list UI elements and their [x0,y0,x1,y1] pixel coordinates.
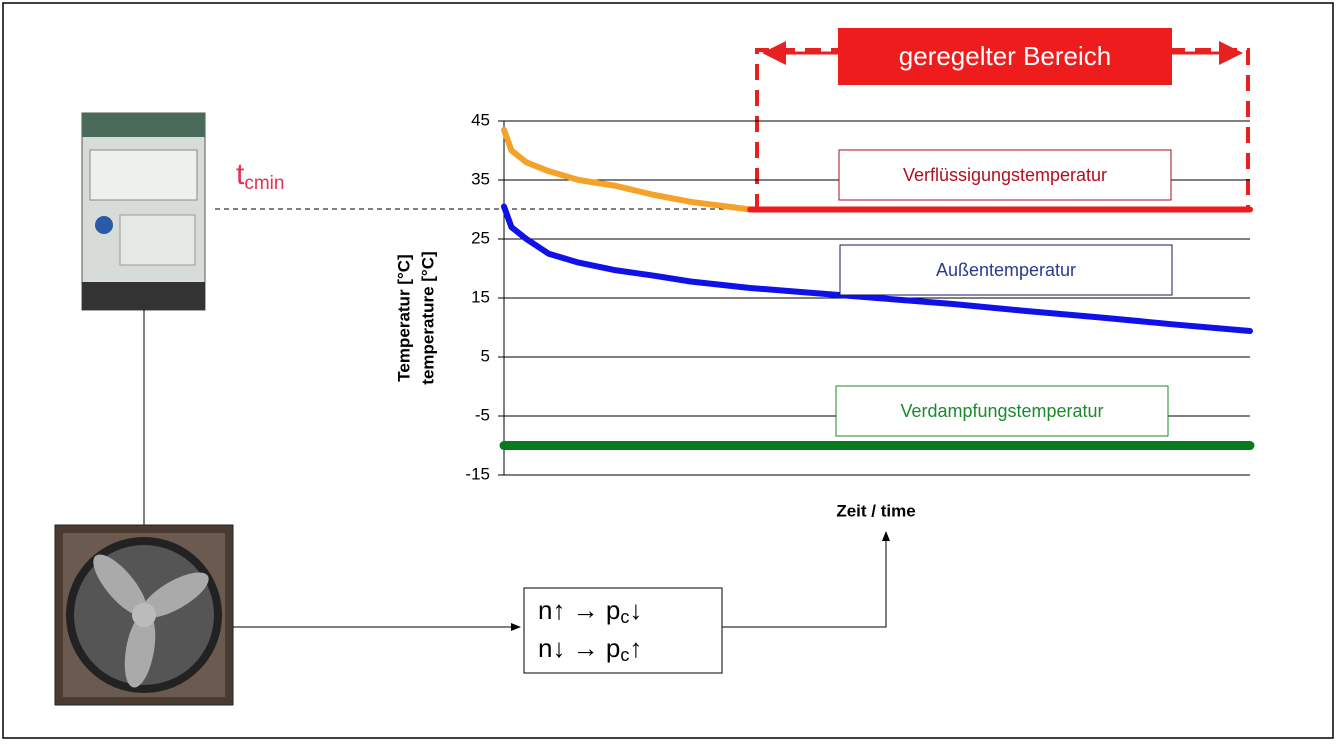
controller-image [82,113,205,310]
range-label: geregelter Bereich [899,41,1111,71]
y-tick-label: 15 [471,287,490,306]
diagram: tcmin geregelter Bereich 453525155-5-15T… [0,0,1337,742]
y-tick-label: -5 [475,405,490,424]
threshold-sub: cmin [244,173,284,194]
series-label: Verdampfungstemperatur [900,401,1103,421]
x-axis-label: Zeit / time [836,501,915,520]
fan-image [55,525,233,705]
formula-sub: c [620,607,629,627]
series-label: Verflüssigungstemperatur [903,165,1107,185]
formula-start: n↓ → p [538,633,620,663]
y-tick-label: 5 [481,346,490,365]
y-tick-label: 25 [471,228,490,247]
formula-end: ↓ [629,595,642,625]
formula-start: n↑ → p [538,595,620,625]
series-label: Außentemperatur [936,260,1076,280]
formula-end: ↑ [629,633,642,663]
y-tick-label: 35 [471,169,490,188]
y-axis-label: Temperatur [°C] [394,254,413,381]
y-axis-label: temperature [°C] [418,251,437,384]
y-tick-label: -15 [465,464,490,483]
y-tick-label: 45 [471,110,490,129]
formula-sub: c [620,645,629,665]
